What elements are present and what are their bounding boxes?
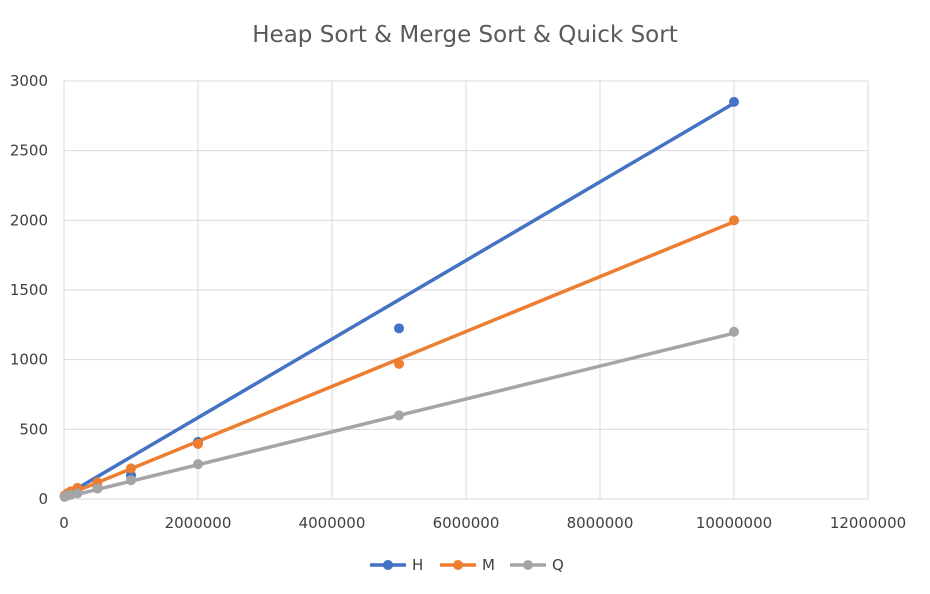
x-tick-label: 10000000 [696, 514, 772, 532]
x-tick-label: 2000000 [165, 514, 232, 532]
legend-label: M [482, 556, 495, 574]
y-tick-label: 0 [38, 490, 48, 508]
axes: 0 2000000 4000000 6000000 8000000 10000000 120… [10, 72, 906, 532]
x-tick-label: 12000000 [830, 514, 906, 532]
x-tick-label: 4000000 [299, 514, 366, 532]
data-point-q [126, 475, 136, 486]
legend-label: H [412, 556, 423, 574]
data-point-q [729, 326, 739, 337]
data-point-q [193, 459, 203, 470]
series-h [59, 96, 739, 502]
data-point-m [394, 358, 404, 369]
legend-swatch-marker [383, 560, 393, 570]
legend-item-q: Q [510, 556, 564, 574]
y-tick-label: 3000 [10, 72, 48, 90]
data-point-m [729, 215, 739, 226]
legend-swatch-marker [523, 560, 533, 570]
data-point-h [394, 323, 404, 334]
series [59, 96, 739, 502]
y-tick-label: 500 [19, 420, 48, 438]
y-tick-label: 2000 [10, 211, 48, 229]
y-tick-label: 1500 [10, 281, 48, 299]
legend-swatch-marker [453, 560, 463, 570]
chart-title: Heap Sort & Merge Sort & Quick Sort [252, 22, 677, 48]
data-point-q [72, 488, 83, 499]
y-tick-label: 2500 [10, 142, 48, 160]
data-point-q [394, 410, 404, 421]
x-tick-label: 6000000 [433, 514, 500, 532]
y-tick-label: 1000 [10, 351, 48, 369]
data-point-q [92, 483, 103, 494]
legend-item-h: H [370, 556, 423, 574]
x-tick-label: 8000000 [567, 514, 634, 532]
legend-label: Q [552, 556, 564, 574]
data-point-m [126, 463, 136, 474]
x-tick-label: 0 [59, 514, 69, 532]
series-line-h [62, 101, 736, 498]
series-q [59, 326, 739, 502]
legend-item-m: M [440, 556, 495, 574]
data-point-h [729, 96, 739, 107]
data-point-m [193, 438, 203, 449]
grid [63, 80, 869, 500]
